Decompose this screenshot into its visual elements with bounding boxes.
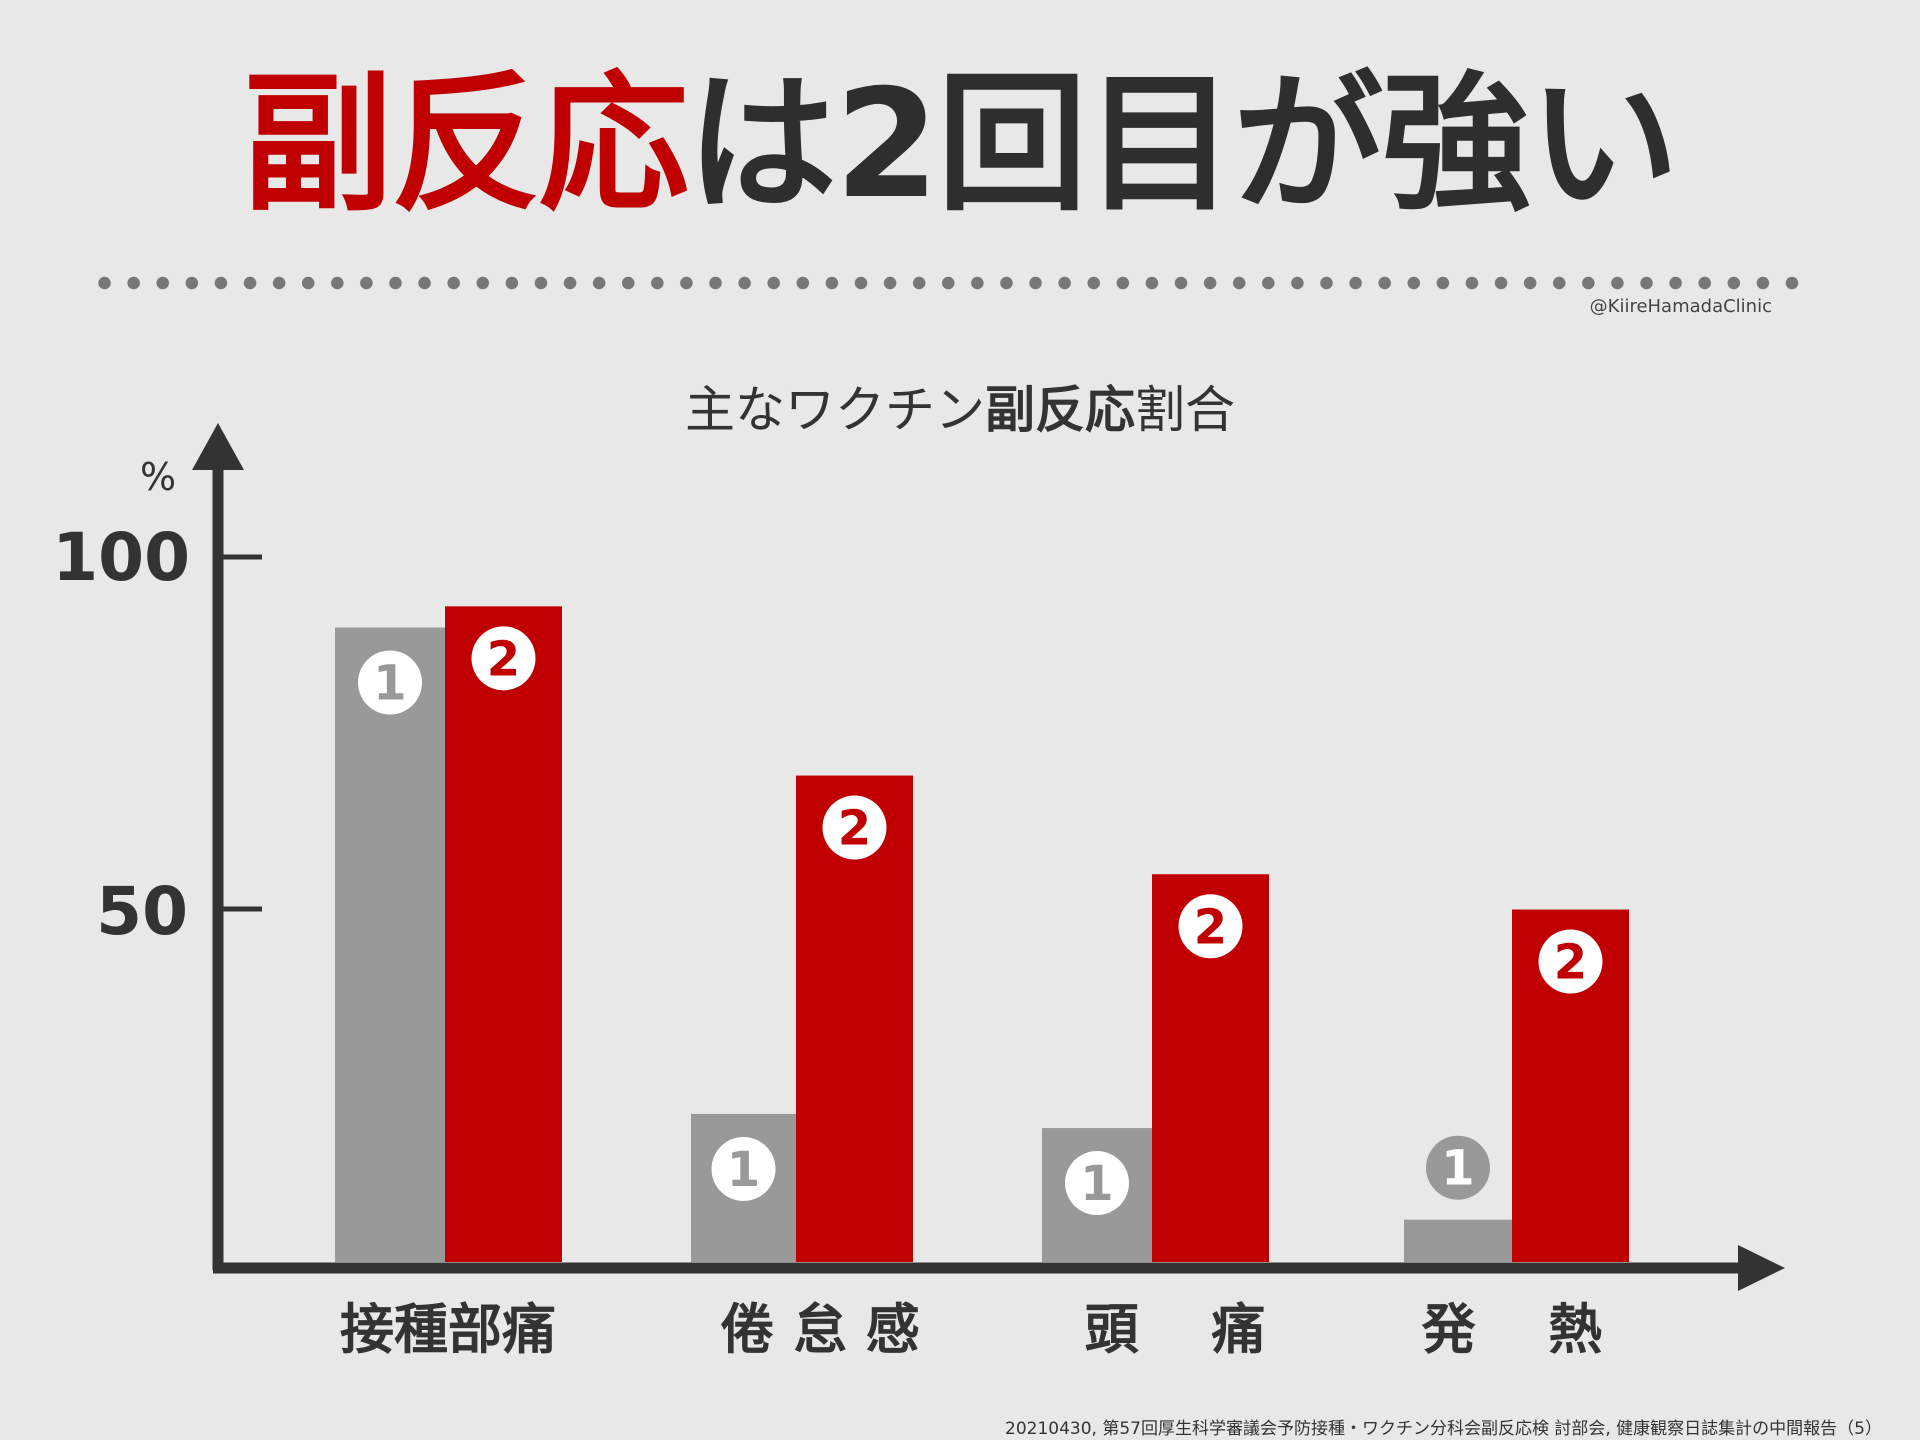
title-highlight: 副反応 [242,58,689,232]
bar-dose2-0 [445,606,562,1262]
dotted-divider [90,275,1810,291]
axes-layer: % 100 50 [52,423,1785,1291]
dose-marker-circle [1426,1135,1490,1200]
subtitle-bold: 副反応 [985,381,1135,439]
subtitle-post: 割合 [1135,381,1235,439]
x-labels-layer: 接種部痛 倦 怠 感 頭 痛 発 熱 [340,1298,1602,1361]
dose-marker-circle [358,650,422,715]
dose-marker-circle [1065,1151,1129,1216]
dose-marker-circle [1178,894,1243,959]
x-category-label: 発 熱 [1422,1298,1603,1361]
dose-marker-circle [1538,929,1603,994]
dose-marker-circle [822,795,887,860]
y-axis-arrow [192,423,244,470]
y-tick-label: 50 [96,873,188,950]
bar-dose1-0 [335,627,445,1262]
dose-marker-circle [711,1136,776,1201]
x-category-label: 頭 痛 [1085,1298,1266,1361]
dose-marker-label: 1 [1080,1156,1113,1212]
x-axis-arrow [1738,1245,1785,1291]
subtitle-pre: 主なワクチン [685,381,985,439]
source-footnote: 20210430, 第57回厚生科学審議会予防接種・ワクチン分科会副反応検 討部… [1005,1419,1882,1439]
page-title: 副反応は2回目が強い [0,70,1920,220]
x-category-label: 接種部痛 [340,1298,556,1361]
dose-marker-circle [471,626,536,691]
dose-marker-label: 1 [373,656,406,712]
y-axis-unit: % [140,455,176,499]
title-rest: は2回目が強い [686,58,1679,232]
dose-marker-label: 2 [1554,935,1587,991]
bar-dose1-3 [1404,1219,1512,1262]
y-tick-label: 100 [52,519,190,596]
bars-layer: 1 2 1 2 1 2 1 2 [335,606,1629,1262]
dose-marker-label: 2 [1194,899,1227,955]
dose-marker-label: 2 [838,801,871,857]
chart-subtitle: 主なワクチン副反応割合 [0,370,1920,442]
dose-marker-label: 1 [1441,1141,1474,1197]
credit-handle: @KiireHamadaClinic [1589,296,1772,317]
dose-marker-label: 1 [727,1142,760,1198]
x-category-label: 倦 怠 感 [720,1298,920,1361]
dose-marker-label: 2 [487,631,520,687]
